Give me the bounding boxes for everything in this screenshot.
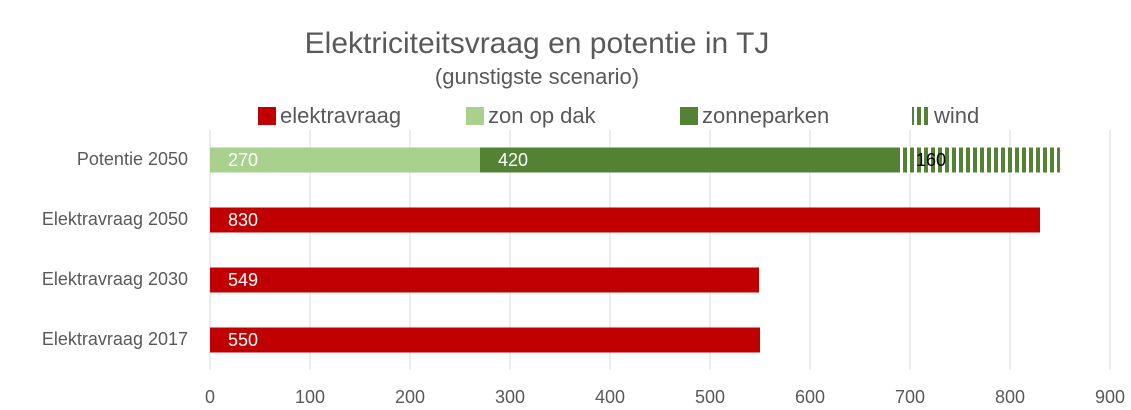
legend-label: zon op dak: [488, 103, 597, 128]
x-tick-label: 500: [695, 387, 725, 407]
bar: [210, 327, 760, 353]
legend-marker: [912, 107, 930, 125]
legend-marker: [680, 107, 698, 125]
x-tick-label: 200: [395, 387, 425, 407]
legend-label: zonneparken: [702, 103, 829, 128]
data-label: 160: [916, 150, 946, 170]
data-label: 420: [498, 150, 528, 170]
data-label: 270: [228, 150, 258, 170]
x-tick-label: 400: [595, 387, 625, 407]
bar: [210, 207, 1040, 233]
y-tick-label: Elektravraag 2017: [42, 329, 188, 349]
bar: [210, 267, 759, 293]
x-tick-label: 700: [895, 387, 925, 407]
y-tick-label: Elektravraag 2030: [42, 269, 188, 289]
x-tick-label: 300: [495, 387, 525, 407]
y-tick-label: Potentie 2050: [77, 149, 188, 169]
data-label: 550: [228, 330, 258, 350]
x-tick-label: 600: [795, 387, 825, 407]
bar: [480, 147, 900, 173]
legend-marker: [466, 107, 484, 125]
legend-label: elektravraag: [280, 103, 401, 128]
y-tick-label: Elektravraag 2050: [42, 209, 188, 229]
bar: [900, 147, 1060, 173]
chart-title: Elektriciteitsvraag en potentie in TJ: [305, 27, 770, 60]
data-label: 549: [228, 270, 258, 290]
bar: [210, 147, 480, 173]
x-tick-label: 0: [205, 387, 215, 407]
x-tick-label: 800: [995, 387, 1025, 407]
x-tick-label: 100: [295, 387, 325, 407]
x-tick-label: 900: [1095, 387, 1125, 407]
chart-subtitle: (gunstigste scenario): [435, 64, 639, 89]
legend-label: wind: [933, 103, 979, 128]
data-label: 830: [228, 210, 258, 230]
legend-marker: [258, 107, 276, 125]
